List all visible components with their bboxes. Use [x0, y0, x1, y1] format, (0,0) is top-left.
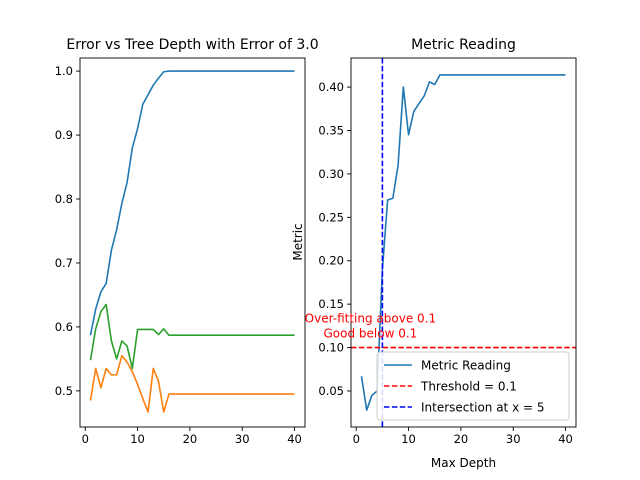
- x-tick-label: 40: [287, 432, 302, 446]
- y-tick-label: 0.40: [318, 80, 344, 94]
- y-tick-label: 0.35: [318, 123, 344, 137]
- left-chart-plot-area: [89, 70, 295, 413]
- x-tick-label: 0: [353, 432, 360, 446]
- y-tick-label: 0.6: [55, 320, 73, 334]
- x-tick-label: 20: [454, 432, 469, 446]
- right-chart-panel: Metric Reading 0 10 20 30 40 0.05 0.10 0.15 0.20…: [291, 37, 577, 470]
- series-line-3: [89, 303, 295, 370]
- x-tick-label: 30: [235, 432, 250, 446]
- left-chart-axes: 0 10 20 30 40 0.5 0.6 0.7 0.8 0.9 1.0: [55, 57, 306, 446]
- x-tick-label: 10: [401, 432, 416, 446]
- legend-box: [376, 351, 570, 421]
- left-chart-panel: Error vs Tree Depth with Error of 3.0 0 1…: [55, 37, 319, 446]
- y-tick-label: 0.05: [318, 384, 344, 398]
- legend: Metric Reading Threshold = 0.1 Intersect…: [376, 351, 570, 421]
- right-chart-plot-area: [351, 58, 576, 427]
- y-tick-label: 0.10: [318, 341, 344, 355]
- series-line-1: [360, 74, 566, 411]
- annotation-good-below: Good below 0.1: [323, 327, 417, 341]
- series-line-2: [89, 354, 295, 413]
- y-tick-label: 0.30: [318, 167, 344, 181]
- x-tick-label: 10: [130, 432, 145, 446]
- threshold-annotations: Over-fitting above 0.1 Good below 0.1: [305, 312, 436, 341]
- y-tick-label: 0.9: [55, 128, 73, 142]
- x-tick-label: 30: [506, 432, 521, 446]
- x-tick-label: 40: [558, 432, 573, 446]
- legend-label-threshold: Threshold = 0.1: [420, 380, 517, 394]
- legend-label-intersection: Intersection at x = 5: [421, 401, 545, 415]
- axes-frame: [350, 57, 577, 428]
- right-chart-y-axis-label: Metric: [291, 223, 305, 260]
- y-tick-label: 1.0: [55, 64, 73, 78]
- axes-frame: [79, 57, 306, 428]
- y-tick-label: 0.25: [318, 210, 344, 224]
- x-tick-label: 0: [82, 432, 89, 446]
- y-tick-label: 0.15: [318, 297, 344, 311]
- x-tick-label: 20: [183, 432, 198, 446]
- right-chart-x-axis-label: Max Depth: [431, 456, 496, 470]
- right-chart-title: Metric Reading: [411, 37, 516, 53]
- annotation-over-fitting: Over-fitting above 0.1: [305, 312, 436, 326]
- right-chart-axes: 0 10 20 30 40 0.05 0.10 0.15 0.20 0.25 0.30 0.35 0.4…: [318, 57, 577, 446]
- y-tick-label: 0.20: [318, 254, 344, 268]
- y-tick-label: 0.5: [55, 384, 73, 398]
- legend-label-metric-reading: Metric Reading: [421, 359, 511, 373]
- y-tick-label: 0.7: [55, 256, 73, 270]
- left-chart-title: Error vs Tree Depth with Error of 3.0: [66, 37, 318, 53]
- series-line-1: [89, 70, 295, 336]
- y-tick-label: 0.8: [55, 192, 73, 206]
